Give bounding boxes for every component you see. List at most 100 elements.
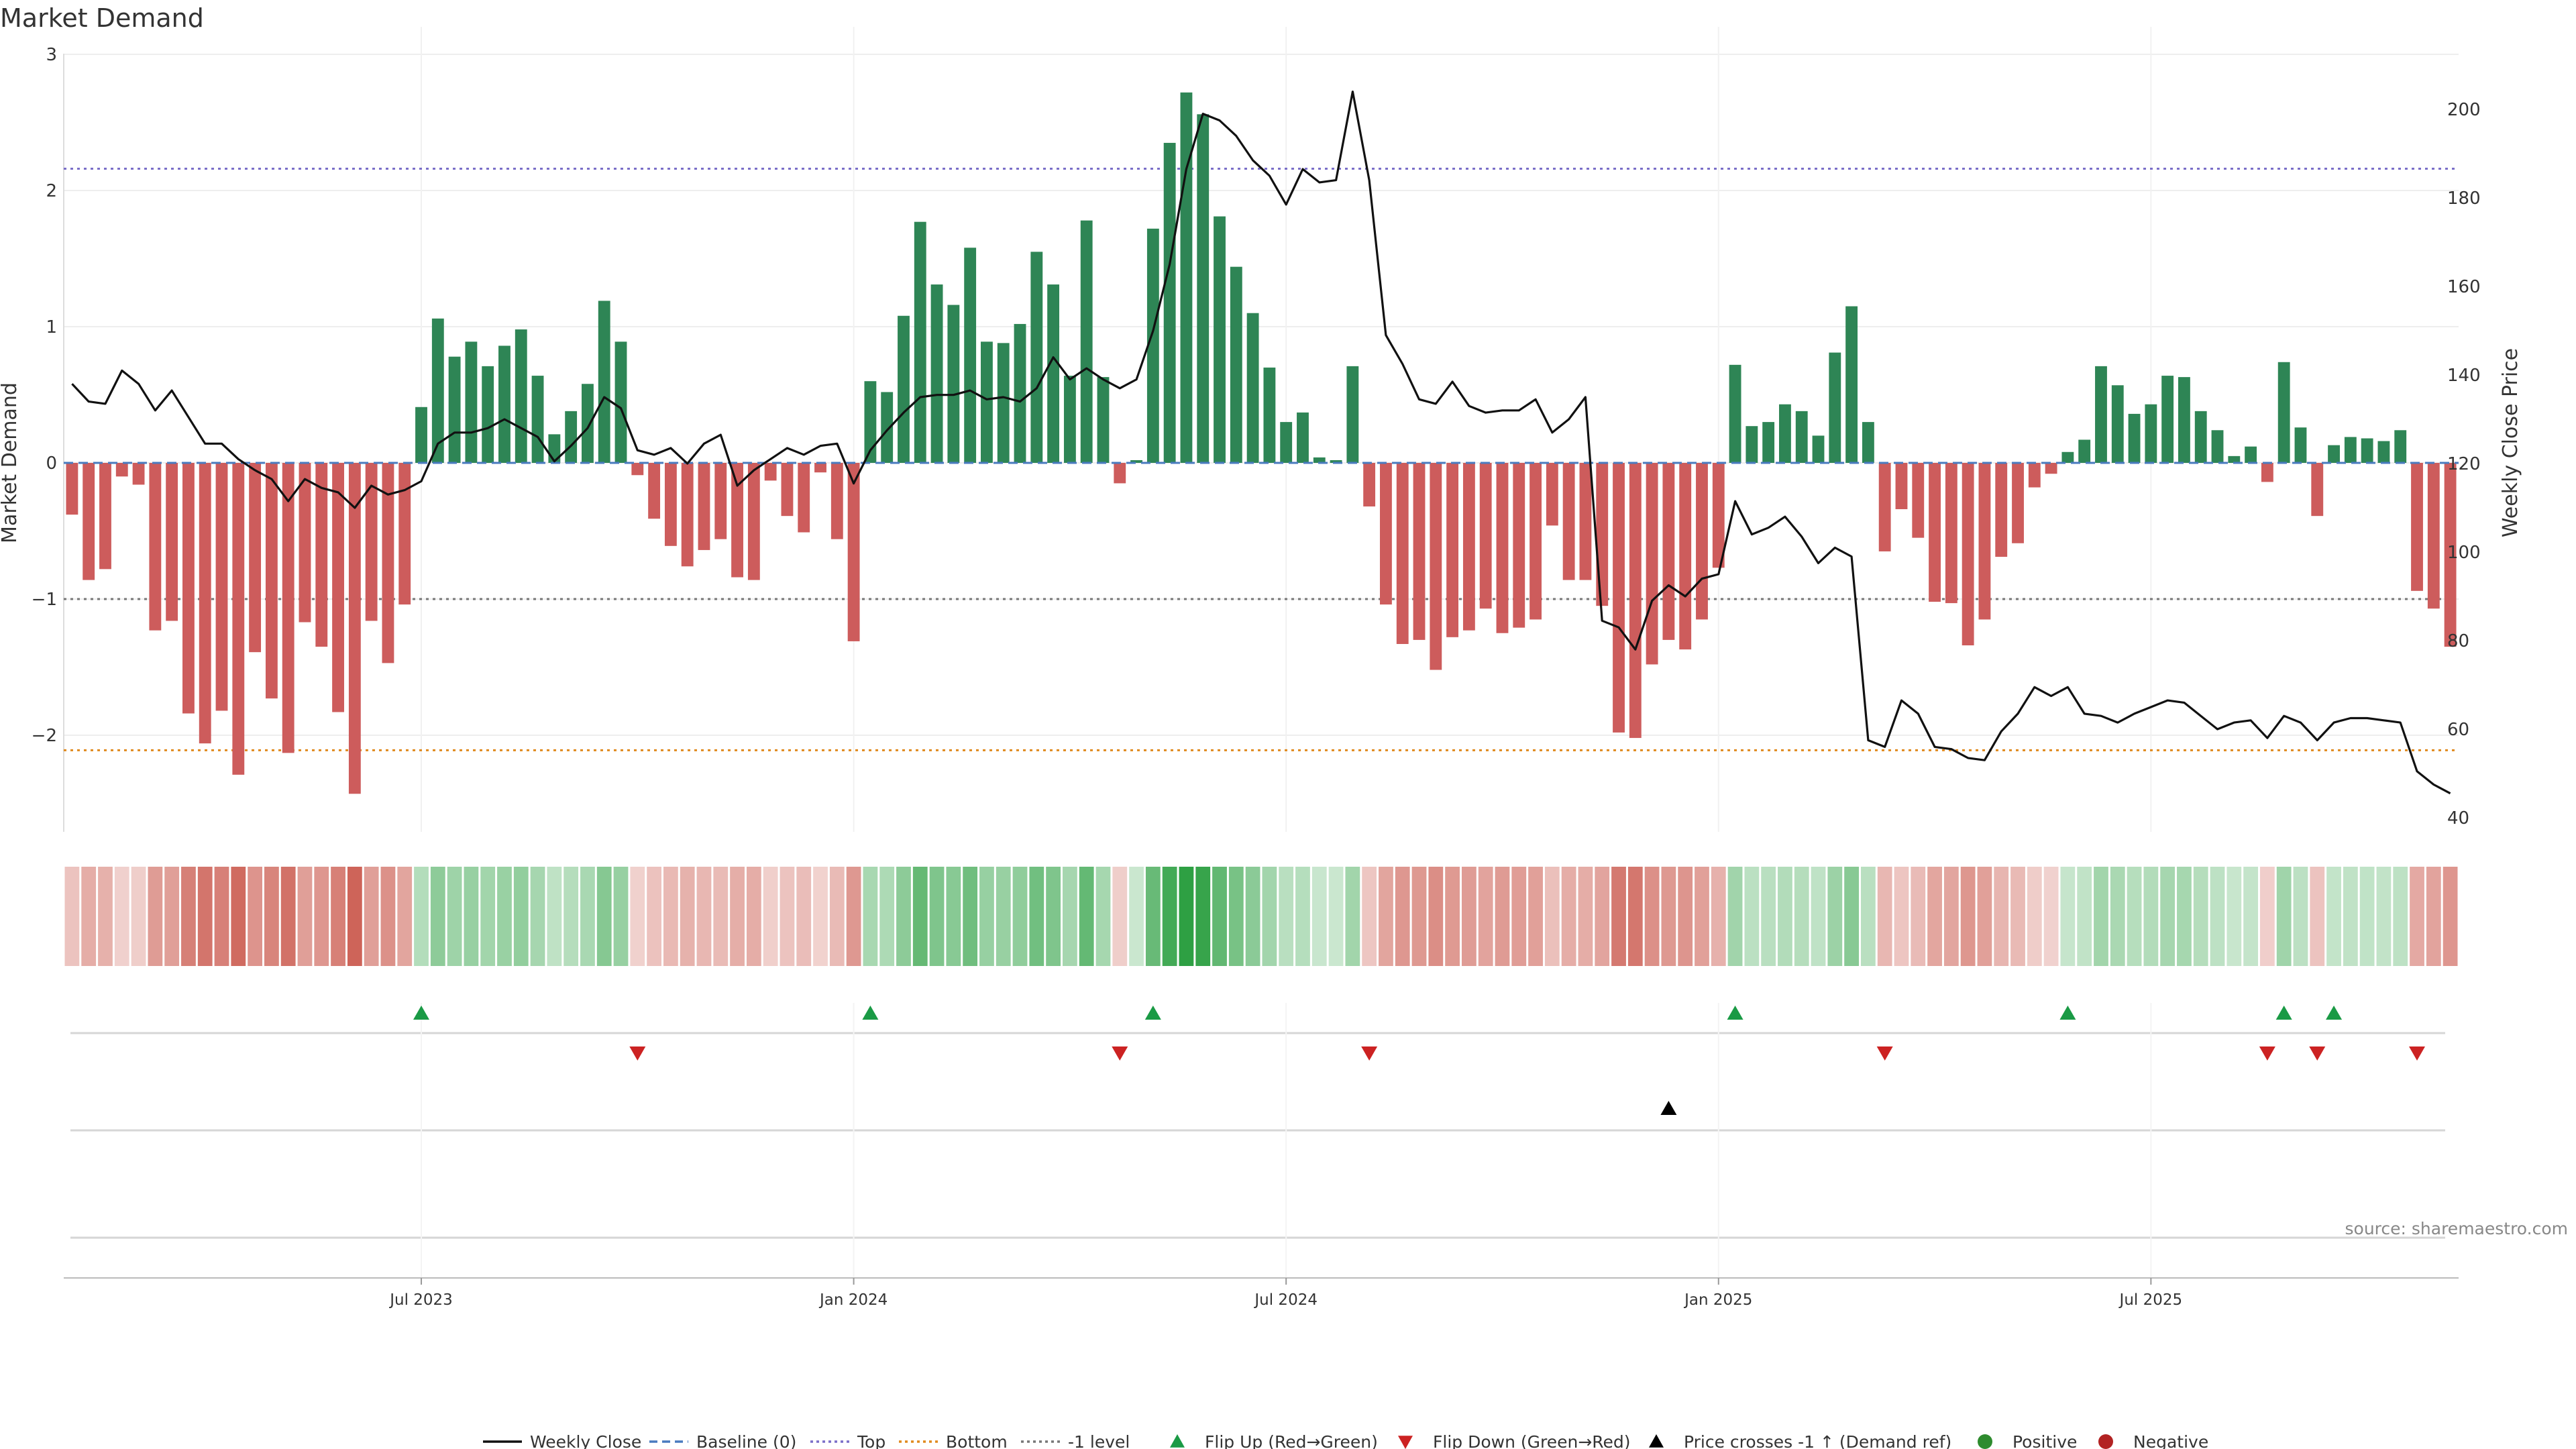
- strip-cell: [2177, 867, 2192, 966]
- demand-bar: [930, 284, 943, 463]
- demand-bar: [981, 341, 993, 463]
- y2-tick-label: 200: [2447, 100, 2481, 120]
- strip-cell: [846, 867, 861, 966]
- strip-cell: [564, 867, 579, 966]
- demand-bar: [1596, 463, 1609, 606]
- strip-cell: [879, 867, 895, 966]
- strip-cell: [1179, 867, 1194, 966]
- demand-bar: [1845, 306, 1858, 463]
- demand-bar: [2361, 438, 2373, 463]
- strip-cell: [1544, 867, 1560, 966]
- demand-bars: [66, 92, 2457, 794]
- demand-bar: [149, 463, 162, 631]
- strip-cell: [1661, 867, 1676, 966]
- strip-cell: [2077, 867, 2092, 966]
- demand-bar: [747, 463, 760, 580]
- demand-bar: [2128, 413, 2141, 463]
- y-tick-label: 2: [46, 181, 57, 201]
- strip-cell: [197, 867, 213, 966]
- strip-cell: [1379, 867, 1393, 966]
- strip-cell: [1428, 867, 1444, 966]
- strip-cell: [896, 867, 911, 966]
- demand-bar: [1895, 463, 1908, 510]
- strip-cell: [547, 867, 562, 966]
- strip-cell: [1877, 867, 1892, 966]
- strip-cell: [81, 867, 97, 966]
- y2-tick-label: 160: [2447, 277, 2481, 297]
- flip-down-marker: [1112, 1046, 1128, 1061]
- strip-cell: [2094, 867, 2108, 966]
- demand-bar: [2045, 463, 2057, 474]
- demand-bar: [299, 463, 311, 623]
- legend-swatch: [1170, 1434, 1185, 1448]
- legend-label: Baseline (0): [696, 1432, 796, 1449]
- flip-down-marker: [1876, 1046, 1893, 1061]
- strip-cell: [2326, 867, 2341, 966]
- demand-bar: [282, 463, 294, 753]
- strip-cell: [596, 867, 612, 966]
- legend-label: Price crosses -1 ↑ (Demand ref): [1684, 1432, 1951, 1449]
- demand-bar: [1346, 366, 1359, 463]
- demand-bar: [2145, 404, 2157, 463]
- demand-bar: [2377, 441, 2390, 463]
- demand-bar: [582, 384, 594, 463]
- strip-cell: [1894, 867, 1909, 966]
- y-tick-label: 1: [46, 317, 57, 337]
- demand-bar: [348, 463, 361, 794]
- demand-bar: [1513, 463, 1525, 628]
- demand-bar: [1862, 422, 1874, 463]
- demand-bar: [2161, 376, 2174, 463]
- demand-bar: [1646, 463, 1658, 665]
- demand-bar: [382, 463, 394, 663]
- demand-bar: [1263, 367, 1276, 463]
- demand-bar: [365, 463, 378, 621]
- demand-bar: [1413, 463, 1426, 640]
- y-axis-label: Market Demand: [0, 382, 21, 543]
- strip-cell: [1678, 867, 1693, 966]
- strip-cell: [214, 867, 229, 966]
- legend-swatch: [1978, 1434, 1992, 1449]
- strip-cell: [1911, 867, 1926, 966]
- demand-bar: [83, 463, 95, 580]
- strip-cell: [1511, 867, 1527, 966]
- strip-cell: [630, 867, 645, 966]
- flip-down-marker: [2409, 1046, 2426, 1061]
- strip-cell: [929, 867, 945, 966]
- demand-bar: [714, 463, 727, 539]
- strip-cell: [746, 867, 761, 966]
- demand-bar: [2078, 439, 2091, 463]
- demand-bar: [1014, 323, 1026, 463]
- demand-bar: [166, 463, 178, 621]
- demand-bar: [2245, 446, 2257, 463]
- strip-cell: [1861, 867, 1876, 966]
- demand-bar: [1679, 463, 1692, 650]
- strip-cell: [1046, 867, 1061, 966]
- demand-bar: [398, 463, 411, 605]
- demand-bar: [1197, 114, 1210, 463]
- demand-bar: [1729, 364, 1741, 463]
- strip-cell: [114, 867, 129, 966]
- weekly-close-line: [71, 91, 2451, 795]
- strip-cell: [1778, 867, 1792, 966]
- demand-bar: [2277, 362, 2290, 463]
- demand-bar: [1929, 463, 1941, 602]
- strip-cell: [414, 867, 429, 966]
- demand-bar: [2328, 445, 2340, 463]
- demand-bar: [781, 463, 794, 517]
- strip-cell: [1245, 867, 1260, 966]
- strip-cell: [181, 867, 196, 966]
- strip-cell: [946, 867, 961, 966]
- demand-bar: [1995, 463, 2008, 557]
- demand-bar: [1230, 266, 1242, 463]
- strip-cell: [1844, 867, 1859, 966]
- y2-axis-ticks: 200 180 160 140 120 100 80 60 40: [2447, 100, 2481, 828]
- strip-cell: [2160, 867, 2176, 966]
- strip-cell: [2027, 867, 2042, 966]
- strip-cell: [1960, 867, 1976, 966]
- demand-bar: [332, 463, 344, 712]
- demand-bar: [1446, 463, 1459, 637]
- flip-up-marker: [1727, 1006, 1743, 1020]
- strip-cell: [2393, 867, 2408, 966]
- demand-bar: [1829, 352, 1841, 463]
- source-note: source: sharemaestro.com: [2345, 1219, 2569, 1238]
